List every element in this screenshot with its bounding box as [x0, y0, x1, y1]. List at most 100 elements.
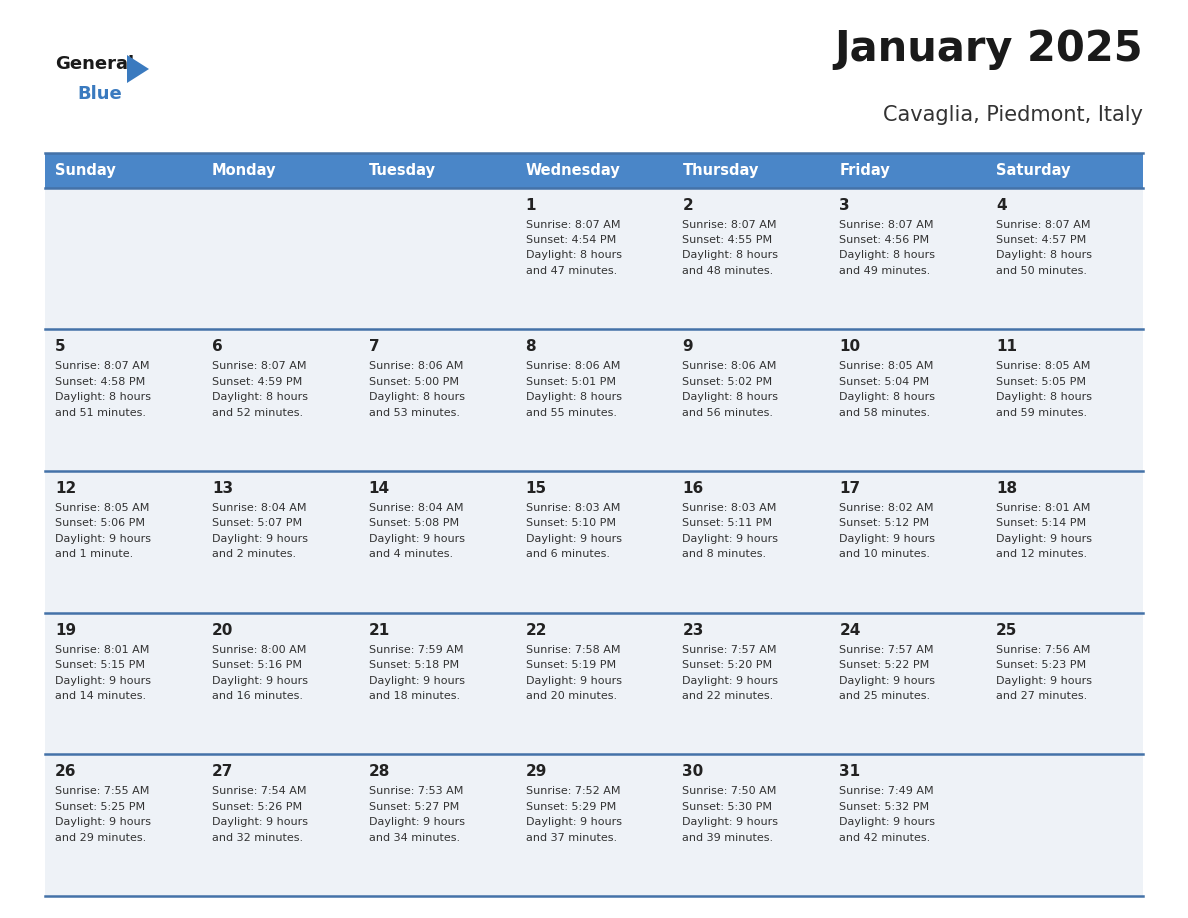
Text: Sunrise: 8:07 AM: Sunrise: 8:07 AM — [839, 219, 934, 230]
Text: Daylight: 8 hours: Daylight: 8 hours — [525, 251, 621, 261]
Text: and 27 minutes.: and 27 minutes. — [997, 691, 1087, 701]
Text: Daylight: 9 hours: Daylight: 9 hours — [211, 676, 308, 686]
Text: Daylight: 9 hours: Daylight: 9 hours — [839, 817, 935, 827]
Bar — [359, 471, 516, 612]
Text: Sunrise: 8:04 AM: Sunrise: 8:04 AM — [211, 503, 307, 513]
Bar — [516, 612, 672, 755]
Text: Daylight: 8 hours: Daylight: 8 hours — [211, 392, 308, 402]
Bar — [45, 187, 202, 330]
Text: and 56 minutes.: and 56 minutes. — [682, 408, 773, 418]
Text: Sunrise: 7:54 AM: Sunrise: 7:54 AM — [211, 787, 307, 796]
Text: Daylight: 9 hours: Daylight: 9 hours — [682, 676, 778, 686]
Text: Sunrise: 8:07 AM: Sunrise: 8:07 AM — [682, 219, 777, 230]
Text: Daylight: 8 hours: Daylight: 8 hours — [997, 392, 1092, 402]
Bar — [829, 471, 986, 612]
Text: Daylight: 8 hours: Daylight: 8 hours — [55, 392, 151, 402]
Text: Sunrise: 8:01 AM: Sunrise: 8:01 AM — [55, 644, 150, 655]
Text: Daylight: 9 hours: Daylight: 9 hours — [839, 534, 935, 543]
Text: 9: 9 — [682, 339, 693, 354]
Text: and 53 minutes.: and 53 minutes. — [368, 408, 460, 418]
Bar — [516, 153, 672, 187]
Bar — [359, 755, 516, 896]
Text: Sunset: 5:18 PM: Sunset: 5:18 PM — [368, 660, 459, 670]
Text: 27: 27 — [211, 765, 233, 779]
Text: Tuesday: Tuesday — [368, 162, 436, 178]
Text: Daylight: 8 hours: Daylight: 8 hours — [997, 251, 1092, 261]
Text: Saturday: Saturday — [997, 162, 1070, 178]
Text: Daylight: 9 hours: Daylight: 9 hours — [839, 676, 935, 686]
Text: 17: 17 — [839, 481, 860, 496]
Text: Sunrise: 8:06 AM: Sunrise: 8:06 AM — [368, 361, 463, 371]
Text: 7: 7 — [368, 339, 379, 354]
Text: Sunset: 5:12 PM: Sunset: 5:12 PM — [839, 519, 929, 529]
Text: 10: 10 — [839, 339, 860, 354]
Text: Sunset: 5:10 PM: Sunset: 5:10 PM — [525, 519, 615, 529]
Text: Sunset: 5:02 PM: Sunset: 5:02 PM — [682, 376, 772, 386]
Text: Sunset: 5:26 PM: Sunset: 5:26 PM — [211, 801, 302, 812]
Text: Sunrise: 7:57 AM: Sunrise: 7:57 AM — [682, 644, 777, 655]
Text: Daylight: 9 hours: Daylight: 9 hours — [211, 534, 308, 543]
Text: Daylight: 9 hours: Daylight: 9 hours — [55, 534, 151, 543]
Text: Sunrise: 8:07 AM: Sunrise: 8:07 AM — [211, 361, 307, 371]
Text: and 58 minutes.: and 58 minutes. — [839, 408, 930, 418]
Bar — [672, 330, 829, 471]
Text: January 2025: January 2025 — [834, 28, 1143, 70]
Text: Sunset: 5:06 PM: Sunset: 5:06 PM — [55, 519, 145, 529]
Text: and 42 minutes.: and 42 minutes. — [839, 833, 930, 843]
Text: Sunset: 5:29 PM: Sunset: 5:29 PM — [525, 801, 615, 812]
Text: and 52 minutes.: and 52 minutes. — [211, 408, 303, 418]
Text: 1: 1 — [525, 197, 536, 212]
Text: 6: 6 — [211, 339, 222, 354]
Bar — [45, 330, 202, 471]
Bar — [829, 612, 986, 755]
Bar — [672, 187, 829, 330]
Text: and 50 minutes.: and 50 minutes. — [997, 266, 1087, 276]
Text: Sunset: 5:27 PM: Sunset: 5:27 PM — [368, 801, 459, 812]
Text: Thursday: Thursday — [682, 162, 759, 178]
Text: Sunrise: 7:50 AM: Sunrise: 7:50 AM — [682, 787, 777, 796]
Text: and 29 minutes.: and 29 minutes. — [55, 833, 146, 843]
Bar — [672, 755, 829, 896]
Text: 16: 16 — [682, 481, 703, 496]
Text: and 48 minutes.: and 48 minutes. — [682, 266, 773, 276]
Text: Daylight: 8 hours: Daylight: 8 hours — [525, 392, 621, 402]
Bar — [986, 153, 1143, 187]
Text: Wednesday: Wednesday — [525, 162, 620, 178]
Text: 30: 30 — [682, 765, 703, 779]
Text: Sunset: 5:19 PM: Sunset: 5:19 PM — [525, 660, 615, 670]
Text: Sunset: 5:25 PM: Sunset: 5:25 PM — [55, 801, 145, 812]
Text: 26: 26 — [55, 765, 76, 779]
Text: Sunset: 5:32 PM: Sunset: 5:32 PM — [839, 801, 929, 812]
Text: and 55 minutes.: and 55 minutes. — [525, 408, 617, 418]
Polygon shape — [127, 55, 148, 83]
Text: and 1 minute.: and 1 minute. — [55, 549, 133, 559]
Bar — [359, 330, 516, 471]
Text: Sunset: 5:00 PM: Sunset: 5:00 PM — [368, 376, 459, 386]
Text: Sunrise: 8:04 AM: Sunrise: 8:04 AM — [368, 503, 463, 513]
Text: Daylight: 9 hours: Daylight: 9 hours — [211, 817, 308, 827]
Bar — [516, 755, 672, 896]
Text: Sunrise: 7:57 AM: Sunrise: 7:57 AM — [839, 644, 934, 655]
Bar — [359, 153, 516, 187]
Text: and 51 minutes.: and 51 minutes. — [55, 408, 146, 418]
Text: Sunrise: 8:03 AM: Sunrise: 8:03 AM — [525, 503, 620, 513]
Text: Friday: Friday — [839, 162, 890, 178]
Text: Daylight: 9 hours: Daylight: 9 hours — [525, 817, 621, 827]
Text: Sunrise: 7:59 AM: Sunrise: 7:59 AM — [368, 644, 463, 655]
Bar — [202, 755, 359, 896]
Text: Sunrise: 7:52 AM: Sunrise: 7:52 AM — [525, 787, 620, 796]
Text: 23: 23 — [682, 622, 703, 638]
Text: Sunrise: 8:07 AM: Sunrise: 8:07 AM — [525, 219, 620, 230]
Bar — [672, 612, 829, 755]
Text: Daylight: 8 hours: Daylight: 8 hours — [682, 251, 778, 261]
Text: and 37 minutes.: and 37 minutes. — [525, 833, 617, 843]
Text: Sunset: 5:04 PM: Sunset: 5:04 PM — [839, 376, 929, 386]
Bar — [359, 187, 516, 330]
Text: Sunrise: 8:03 AM: Sunrise: 8:03 AM — [682, 503, 777, 513]
Text: Sunset: 5:08 PM: Sunset: 5:08 PM — [368, 519, 459, 529]
Text: 4: 4 — [997, 197, 1006, 212]
Text: Daylight: 9 hours: Daylight: 9 hours — [682, 534, 778, 543]
Bar — [359, 612, 516, 755]
Text: Daylight: 9 hours: Daylight: 9 hours — [55, 676, 151, 686]
Text: and 18 minutes.: and 18 minutes. — [368, 691, 460, 701]
